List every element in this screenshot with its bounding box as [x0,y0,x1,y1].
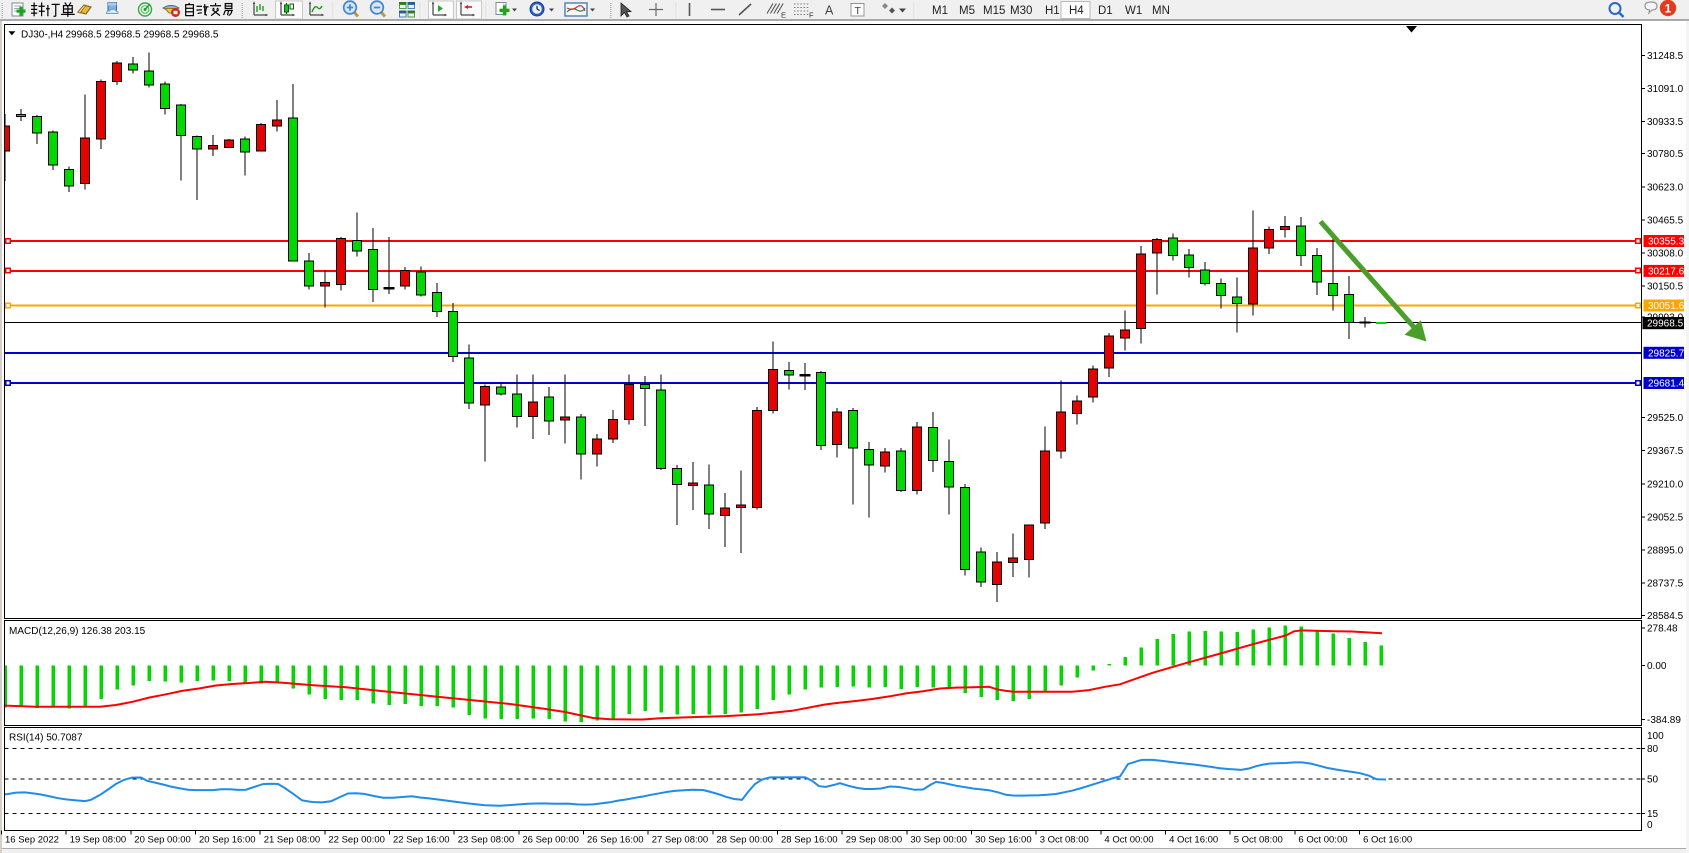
svg-text:0: 0 [1647,820,1653,831]
svg-text:W1: W1 [1125,5,1142,17]
svg-text:26 Sep 16:00: 26 Sep 16:00 [587,835,644,846]
svg-text:30465.5: 30465.5 [1647,215,1684,226]
svg-text:29968.5 29968.5 29968.5 29968.: 29968.5 29968.5 29968.5 29968.5 [66,30,219,41]
svg-text:29210.0: 29210.0 [1647,479,1684,490]
svg-text:M30: M30 [1010,5,1032,17]
svg-text:30355.3: 30355.3 [1648,237,1685,248]
svg-text:28584.5: 28584.5 [1647,611,1684,622]
svg-text:30051.6: 30051.6 [1648,301,1685,312]
svg-text:29825.7: 29825.7 [1648,348,1685,359]
svg-text:D1: D1 [1098,5,1113,17]
svg-text:6 Oct 16:00: 6 Oct 16:00 [1363,835,1412,846]
svg-text:30308.0: 30308.0 [1647,249,1684,260]
svg-text:6 Oct 00:00: 6 Oct 00:00 [1298,835,1347,846]
svg-text:21 Sep 08:00: 21 Sep 08:00 [264,835,321,846]
svg-text:30623.0: 30623.0 [1647,182,1684,193]
svg-text:31248.5: 31248.5 [1647,51,1684,62]
svg-text:30150.5: 30150.5 [1647,282,1684,293]
svg-text:30 Sep 16:00: 30 Sep 16:00 [975,835,1032,846]
svg-text:278.48: 278.48 [1647,624,1678,635]
svg-text:29052.5: 29052.5 [1647,512,1684,523]
svg-text:29525.0: 29525.0 [1647,413,1684,424]
svg-text:30780.5: 30780.5 [1647,149,1684,160]
svg-text:3 Oct 08:00: 3 Oct 08:00 [1040,835,1089,846]
svg-text:29968.5: 29968.5 [1647,319,1684,330]
svg-text:0.00: 0.00 [1647,661,1667,672]
svg-text:29 Sep 08:00: 29 Sep 08:00 [846,835,903,846]
svg-text:28895.0: 28895.0 [1647,546,1684,557]
svg-text:M5: M5 [959,5,975,17]
svg-text:20 Sep 00:00: 20 Sep 00:00 [134,835,191,846]
svg-text:15: 15 [1647,809,1659,820]
svg-text:30217.6: 30217.6 [1648,266,1685,277]
svg-text:MN: MN [1152,5,1170,17]
svg-text:31091.0: 31091.0 [1647,84,1684,95]
svg-text:T: T [855,5,862,17]
svg-text:RSI(14) 50.7087: RSI(14) 50.7087 [9,733,83,744]
svg-text:28 Sep 00:00: 28 Sep 00:00 [716,835,773,846]
svg-text:H1: H1 [1045,5,1060,17]
svg-text:20 Sep 16:00: 20 Sep 16:00 [199,835,256,846]
svg-text:1: 1 [1665,2,1672,16]
svg-text:30933.5: 30933.5 [1647,117,1684,128]
svg-text:-384.89: -384.89 [1647,715,1681,726]
svg-text:27 Sep 08:00: 27 Sep 08:00 [652,835,709,846]
svg-text:A: A [825,4,834,18]
svg-text:DJ30-,H4: DJ30-,H4 [21,30,64,41]
svg-text:E: E [781,11,786,20]
svg-text:19 Sep 08:00: 19 Sep 08:00 [70,835,127,846]
svg-text:H4: H4 [1069,5,1084,17]
svg-text:16 Sep 2022: 16 Sep 2022 [5,835,59,846]
svg-text:MACD(12,26,9) 126.38 203.15: MACD(12,26,9) 126.38 203.15 [9,626,146,637]
svg-text:29367.5: 29367.5 [1647,446,1684,457]
svg-text:26 Sep 00:00: 26 Sep 00:00 [522,835,579,846]
svg-text:5 Oct 08:00: 5 Oct 08:00 [1234,835,1283,846]
svg-text:28 Sep 16:00: 28 Sep 16:00 [781,835,838,846]
svg-text:50: 50 [1647,775,1659,786]
svg-text:22 Sep 00:00: 22 Sep 00:00 [328,835,385,846]
svg-text:29681.4: 29681.4 [1648,379,1685,390]
svg-text:M15: M15 [983,5,1005,17]
svg-text:100: 100 [1647,731,1664,742]
svg-text:M1: M1 [932,5,948,17]
svg-text:28737.5: 28737.5 [1647,579,1684,590]
svg-text:F: F [809,11,814,20]
svg-text:80: 80 [1647,744,1659,755]
svg-text:4 Oct 16:00: 4 Oct 16:00 [1169,835,1218,846]
svg-text:22 Sep 16:00: 22 Sep 16:00 [393,835,450,846]
svg-text:30 Sep 00:00: 30 Sep 00:00 [910,835,967,846]
svg-text:23 Sep 08:00: 23 Sep 08:00 [458,835,515,846]
svg-text:4 Oct 00:00: 4 Oct 00:00 [1104,835,1153,846]
